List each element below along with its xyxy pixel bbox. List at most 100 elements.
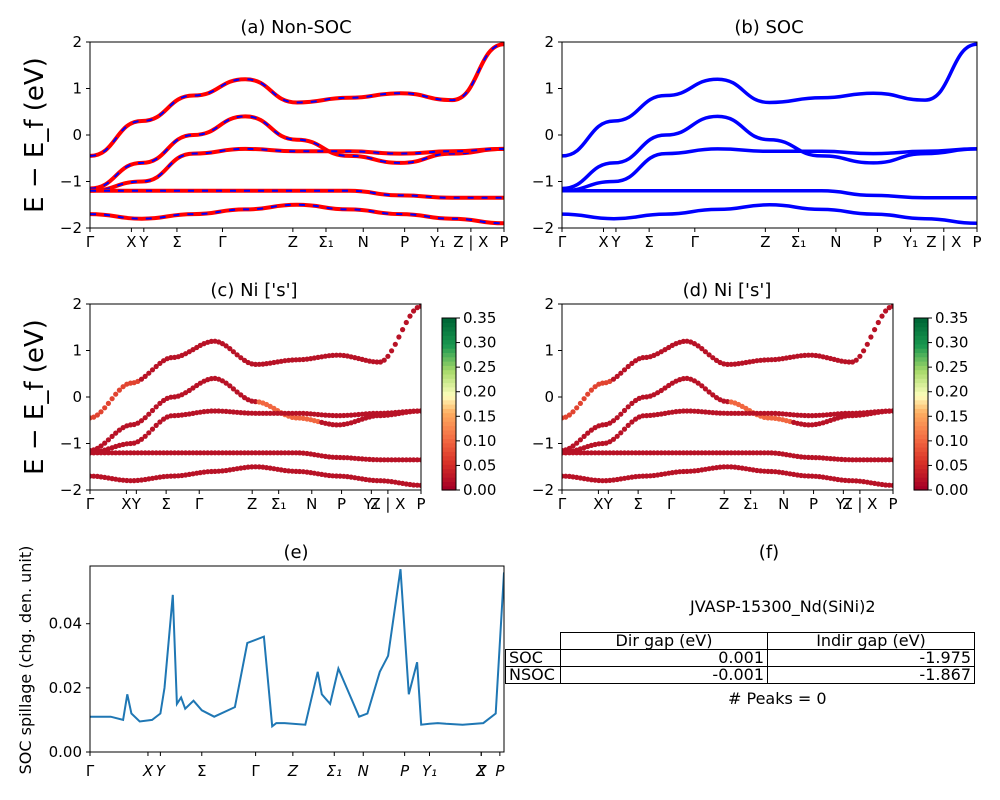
- scatter-point: [418, 408, 421, 414]
- scatter-point: [102, 450, 108, 456]
- scatter-point: [275, 410, 281, 416]
- scatter-point: [172, 413, 178, 419]
- scatter-point: [113, 450, 119, 456]
- scatter-point: [418, 304, 421, 309]
- panel-c-title: (c) Ni ['s']: [210, 280, 297, 301]
- scatter-point: [890, 408, 893, 414]
- scatter-point: [717, 410, 723, 416]
- scatter-point: [208, 450, 214, 456]
- scatter-point: [142, 450, 148, 456]
- scatter-point: [710, 355, 716, 361]
- scatter-point: [621, 407, 628, 414]
- colorbar-segment: [914, 378, 928, 384]
- x-tick-label: Z: [719, 495, 729, 513]
- scatter-point: [146, 411, 152, 417]
- scatter-point: [392, 341, 398, 347]
- scatter-point: [105, 400, 111, 406]
- x-tick-label: Z | X: [453, 233, 488, 251]
- y-tick-label: 0.00: [49, 743, 82, 761]
- scatter-point: [644, 450, 650, 456]
- scatter-point: [625, 450, 631, 456]
- scatter-point: [724, 361, 731, 367]
- nsoc-dir-gap: -0.001: [560, 666, 768, 684]
- colorbar-segment: [442, 339, 456, 345]
- colorbar-segment: [914, 412, 928, 418]
- scatter-point: [581, 450, 587, 456]
- scatter-point: [113, 391, 119, 397]
- scatter-point: [883, 482, 889, 488]
- scatter-point: [168, 355, 174, 361]
- table-corner: [506, 633, 561, 650]
- scatter-point: [267, 450, 273, 456]
- scatter-point: [256, 361, 262, 367]
- colorbar-segment: [442, 369, 456, 375]
- scatter-point: [355, 411, 362, 418]
- colorbar-frame: [913, 317, 929, 491]
- scatter-point: [230, 349, 236, 355]
- scatter-point: [245, 410, 251, 416]
- colorbar-segment: [914, 416, 928, 422]
- scatter-point: [677, 469, 683, 475]
- scatter-point: [311, 411, 317, 417]
- y-tick-label: −2: [532, 481, 554, 499]
- scatter-point: [227, 346, 233, 352]
- colorbar-segment: [442, 451, 456, 457]
- scatter-point: [805, 422, 812, 428]
- scatter-point: [120, 450, 126, 456]
- x-tick-label: Y: [131, 495, 142, 513]
- colorbar-segment: [442, 472, 456, 478]
- scatter-point: [861, 348, 867, 354]
- scatter-point: [673, 450, 679, 456]
- x-tick-label: Σ₁: [327, 762, 343, 780]
- band-line: [562, 114, 977, 191]
- colorbar-segment: [442, 459, 456, 465]
- scatter-point: [761, 357, 767, 363]
- scatter-point: [842, 477, 848, 483]
- scatter-point: [127, 450, 134, 456]
- scatter-point: [658, 450, 664, 456]
- scatter-point: [761, 450, 767, 456]
- colorbar-segment: [914, 356, 928, 362]
- colorbar-segment: [914, 335, 928, 341]
- scatter-point: [772, 410, 778, 416]
- scatter-point: [98, 443, 104, 449]
- colorbar-segment: [914, 326, 928, 332]
- scatter-point: [732, 410, 738, 416]
- scatter-point: [282, 450, 288, 456]
- bands-a: [90, 42, 504, 226]
- scatter-point: [838, 456, 845, 462]
- scatter-point: [592, 450, 598, 456]
- scatter-point: [289, 468, 295, 474]
- colorbar-tick-label: 0.15: [463, 407, 496, 425]
- colorbar-segment: [914, 382, 928, 388]
- band-line-dash: [90, 147, 504, 192]
- colorbar-segment: [914, 330, 928, 336]
- scatter-point: [805, 413, 812, 419]
- spillage-axis-label: SOC spillage (chg. den. unit): [16, 546, 35, 775]
- scatter-point: [802, 412, 808, 419]
- scatter-point: [875, 457, 881, 463]
- scatter-point: [234, 352, 240, 358]
- scatter-point: [853, 410, 859, 416]
- colorbar-segment: [442, 399, 456, 405]
- scatter-point: [769, 410, 775, 416]
- scatter-point: [879, 313, 885, 319]
- colorbar-segment: [442, 330, 456, 336]
- scatter-point: [252, 450, 259, 456]
- scatter-point: [684, 468, 690, 474]
- colorbar-segment: [442, 373, 456, 379]
- scatter-point: [330, 352, 336, 358]
- scatter-point: [629, 360, 635, 366]
- scatter-point: [157, 419, 163, 425]
- scatter-point: [105, 450, 111, 456]
- x-tick-label: Z: [288, 233, 298, 251]
- x-tick-label: N: [358, 762, 369, 780]
- colorbar-segment: [442, 361, 456, 366]
- scatter-point: [374, 410, 380, 416]
- colorbar-segment: [914, 468, 928, 474]
- scatter-point: [286, 450, 292, 456]
- colorbar-segment: [914, 352, 928, 358]
- scatter-point: [252, 410, 259, 416]
- scatter-point: [577, 400, 584, 406]
